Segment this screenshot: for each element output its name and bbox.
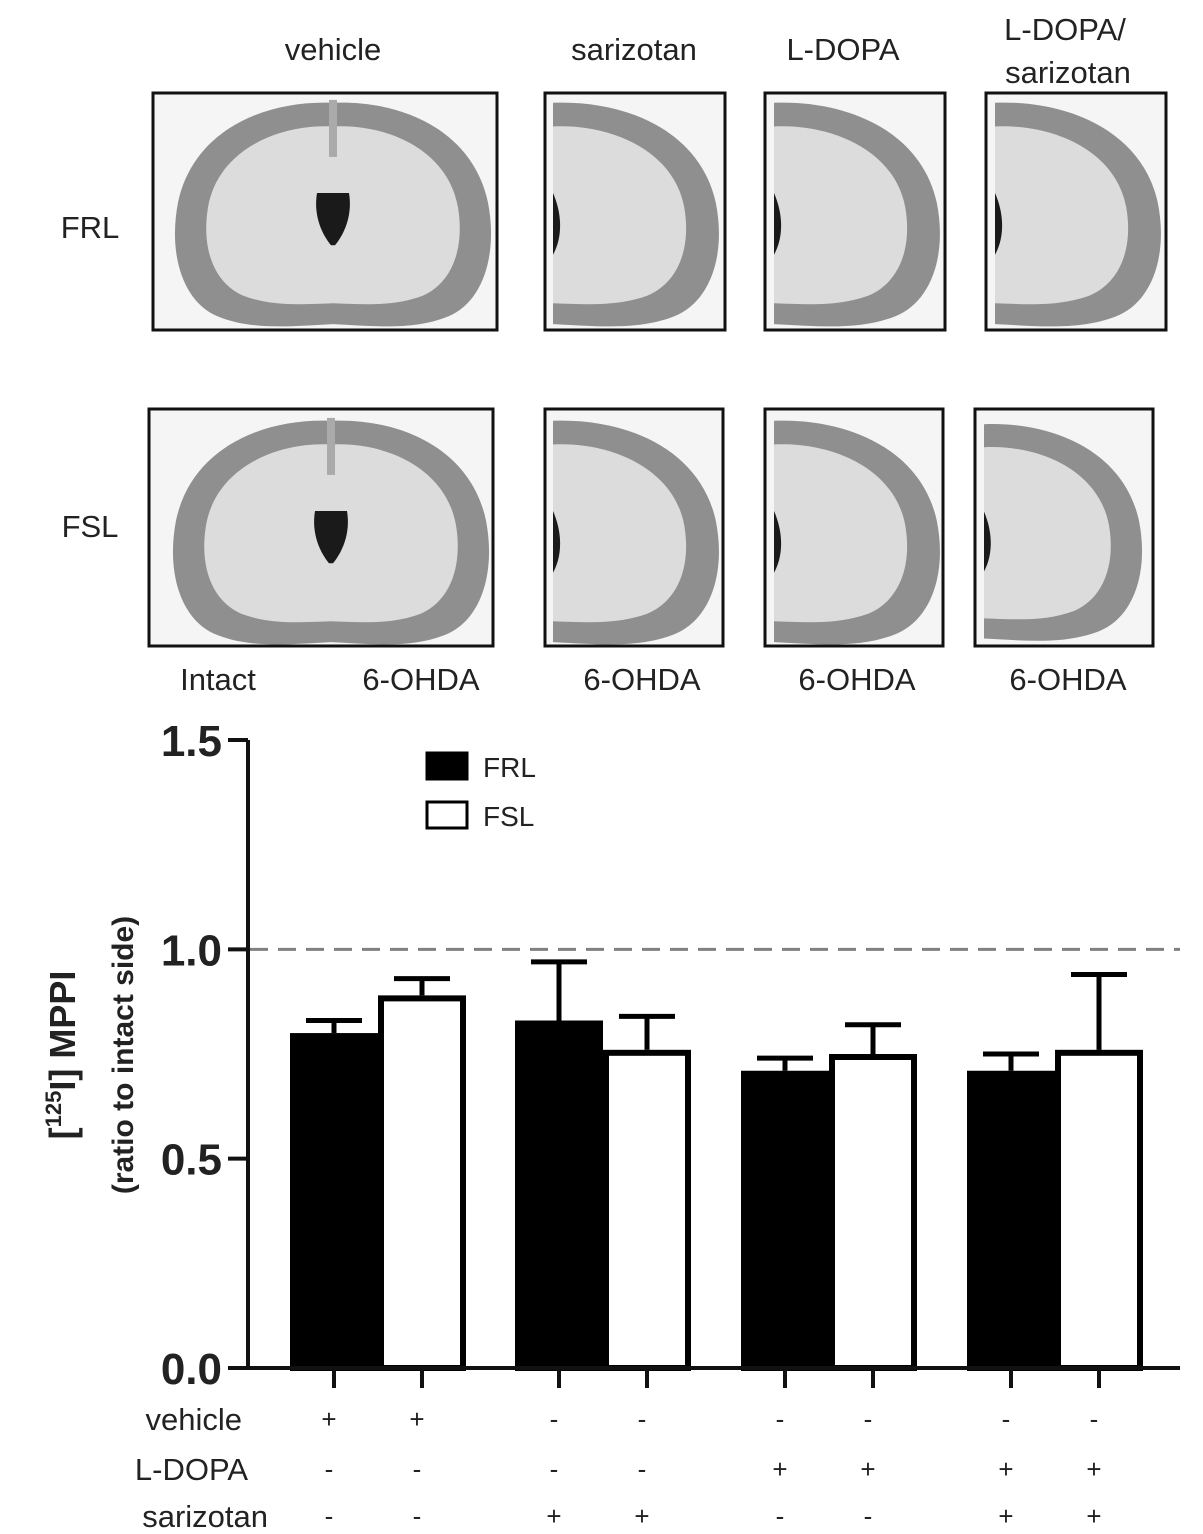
panel-fsl-ldopa bbox=[763, 407, 945, 648]
treatment-cell: - bbox=[413, 1454, 422, 1484]
y-axis-subtitle: (ratio to intact side) bbox=[107, 916, 140, 1194]
y-axis: 0.0 0.5 1.0 1.5 bbox=[161, 717, 250, 1394]
y-tick-label: 1.5 bbox=[161, 717, 222, 766]
legend: FRL FSL bbox=[425, 751, 536, 832]
treatment-cell: - bbox=[1002, 1404, 1011, 1434]
treatment-cell: + bbox=[409, 1404, 424, 1434]
panel-frl-ldopa bbox=[763, 91, 947, 332]
treatment-cell: - bbox=[550, 1404, 559, 1434]
x-ticks bbox=[332, 1368, 1101, 1388]
column-label-vehicle: vehicle bbox=[285, 32, 382, 67]
panel-label-6ohda-2: 6-OHDA bbox=[583, 662, 700, 697]
bar-fsl-3 bbox=[1055, 1049, 1143, 1372]
y-axis-title-sup: 125 bbox=[41, 1091, 66, 1128]
panel-label-intact: Intact bbox=[180, 662, 256, 697]
bar-fsl-0 bbox=[378, 995, 466, 1371]
column-label-sarizotan: sarizotan bbox=[571, 32, 697, 67]
treatment-cell: + bbox=[860, 1454, 875, 1484]
legend-label-fsl: FSL bbox=[483, 801, 534, 832]
bar-frl-3 bbox=[967, 1070, 1055, 1372]
treatment-cell: + bbox=[634, 1501, 649, 1531]
panel-fsl-sarizotan bbox=[543, 407, 725, 648]
legend-swatch-fsl bbox=[425, 800, 469, 830]
bar-fsl-2 bbox=[829, 1054, 917, 1371]
treatment-row-label: sarizotan bbox=[142, 1499, 268, 1534]
column-label-ldopa-sarizotan-line1: L-DOPA/ bbox=[1004, 12, 1126, 47]
panel-frl-sarizotan bbox=[543, 91, 727, 332]
treatment-cell: - bbox=[1090, 1404, 1099, 1434]
treatment-cell: - bbox=[325, 1454, 334, 1484]
treatment-cell: + bbox=[546, 1501, 561, 1531]
y-axis-title-rest: I] MPPI bbox=[42, 971, 83, 1091]
bars bbox=[290, 959, 1143, 1372]
treatment-cell: - bbox=[413, 1501, 422, 1531]
panel-fsl-ldopa-sarizotan bbox=[973, 407, 1155, 648]
bar-frl-1 bbox=[515, 1020, 603, 1371]
panel-label-6ohda-3: 6-OHDA bbox=[798, 662, 915, 697]
y-axis-title: [125I] MPPI (ratio to intact side) bbox=[41, 916, 140, 1194]
column-label-ldopa: L-DOPA bbox=[786, 32, 899, 67]
treatment-cell: + bbox=[998, 1501, 1013, 1531]
panel-frl-vehicle bbox=[151, 91, 499, 332]
treatment-cell: + bbox=[1086, 1454, 1101, 1484]
treatment-table: vehicle + + - - - - - - L-DOPA - - - - + + + + sarizotan - -… bbox=[135, 1402, 1102, 1534]
treatment-row-label: vehicle bbox=[146, 1402, 243, 1437]
treatment-cell: + bbox=[998, 1454, 1013, 1484]
panel-label-6ohda-4: 6-OHDA bbox=[1009, 662, 1126, 697]
row-label-frl: FRL bbox=[61, 210, 120, 245]
row-label-fsl: FSL bbox=[62, 509, 119, 544]
treatment-cell: - bbox=[776, 1404, 785, 1434]
bar-fsl-1 bbox=[603, 1049, 691, 1372]
treatment-cell: - bbox=[864, 1404, 873, 1434]
bar-frl-2 bbox=[741, 1070, 829, 1372]
panel-label-6ohda-1: 6-OHDA bbox=[362, 662, 479, 697]
treatment-cell: - bbox=[550, 1454, 559, 1484]
bar-chart: 0.0 0.5 1.0 1.5 [125I] MPPI (ratio to intac… bbox=[41, 717, 1180, 1534]
treatment-row-label: L-DOPA bbox=[135, 1452, 248, 1487]
treatment-cell: + bbox=[772, 1454, 787, 1484]
y-tick-label: 0.5 bbox=[161, 1136, 222, 1185]
treatment-cell: + bbox=[1086, 1501, 1101, 1531]
legend-swatch-frl bbox=[425, 751, 469, 781]
treatment-cell: - bbox=[776, 1501, 785, 1531]
treatment-cell: - bbox=[864, 1501, 873, 1531]
legend-label-frl: FRL bbox=[483, 752, 536, 783]
y-tick-label: 0.0 bbox=[161, 1345, 222, 1394]
treatment-cell: + bbox=[321, 1404, 336, 1434]
treatment-cell: - bbox=[638, 1454, 647, 1484]
panel-frl-ldopa-sarizotan bbox=[984, 91, 1168, 332]
panel-fsl-vehicle bbox=[147, 407, 495, 648]
y-tick-label: 1.0 bbox=[161, 926, 222, 975]
column-label-ldopa-sarizotan-line2: sarizotan bbox=[1005, 55, 1131, 90]
treatment-cell: - bbox=[638, 1404, 647, 1434]
bar-frl-0 bbox=[290, 1033, 378, 1371]
y-axis-title-open: [ bbox=[42, 1127, 83, 1139]
treatment-cell: - bbox=[325, 1501, 334, 1531]
svg-text:[125I] MPPI: [125I] MPPI bbox=[41, 971, 83, 1140]
